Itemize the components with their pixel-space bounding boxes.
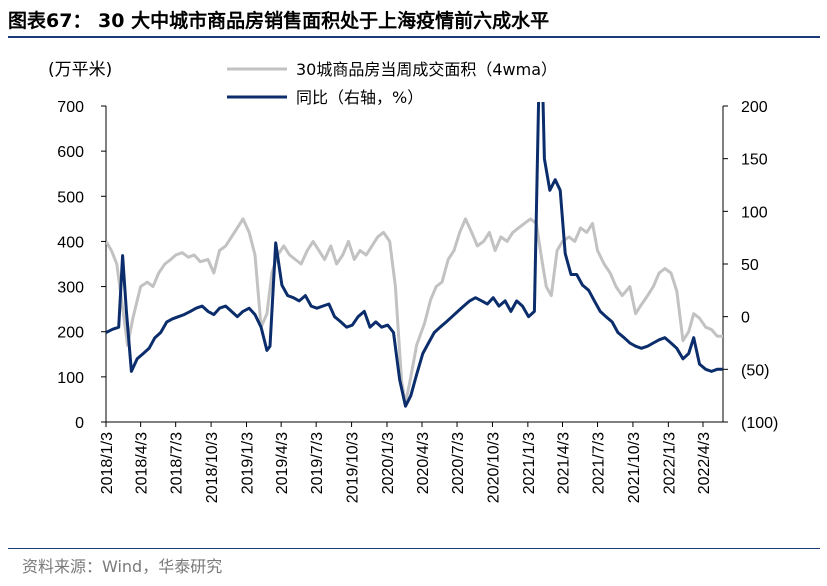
- chart-header: 图表67： 30 大中城市商品房销售面积处于上海疫情前六成水平: [8, 6, 820, 36]
- x-tick-label: 2018/10/3: [204, 432, 221, 503]
- y-right-tick-label: (50): [741, 362, 769, 379]
- footer-divider: [8, 548, 820, 549]
- x-tick-label: 2021/10/3: [626, 432, 643, 503]
- x-tick-label: 2019/4/3: [274, 432, 291, 494]
- x-tick-label: 2021/1/3: [521, 432, 538, 494]
- chart-title: 图表67： 30 大中城市商品房销售面积处于上海疫情前六成水平: [8, 10, 550, 32]
- legend: 30城商品房当周成交面积（4wma） 同比（右轴，%）: [227, 60, 557, 107]
- y-left-tick-label: 400: [57, 234, 84, 251]
- x-tick-label: 2021/4/3: [555, 432, 572, 494]
- x-tick-label: 2022/1/3: [661, 432, 678, 494]
- legend-label-series-left: 30城商品房当周成交面积（4wma）: [296, 60, 557, 79]
- y-right-tick-label: 100: [741, 204, 768, 221]
- y-left-tick-label: 100: [57, 370, 84, 387]
- y-right-tick-label: (100): [741, 415, 778, 432]
- x-tick-label: 2020/4/3: [415, 432, 432, 494]
- y-right-tick-label: 200: [741, 99, 768, 116]
- x-tick-label: 2018/1/3: [99, 432, 116, 494]
- x-tick-label: 2020/10/3: [485, 432, 502, 503]
- left-axis-unit-label: (万平米): [48, 60, 112, 80]
- y-left-tick-label: 700: [57, 99, 84, 116]
- x-tick-label: 2020/1/3: [380, 432, 397, 494]
- series-line-yoy-right-axis: [106, 102, 723, 408]
- x-tick-label: 2018/4/3: [134, 432, 151, 494]
- x-tick-label: 2022/4/3: [696, 432, 713, 494]
- chart-svg: 0 100 200 300 400 500 600 700 (100) (50) 0 50 100 150…: [48, 60, 778, 503]
- title-divider: [8, 36, 820, 38]
- x-tick-label: 2018/7/3: [169, 432, 186, 494]
- y-left-tick-label: 600: [57, 144, 84, 161]
- x-tick-label: 2019/10/3: [345, 432, 362, 503]
- x-tick-label: 2020/7/3: [450, 432, 467, 494]
- y-left-tick-label: 300: [57, 280, 84, 297]
- y-right-tick-label: 0: [741, 310, 750, 327]
- y-left-tick-label: 200: [57, 325, 84, 342]
- y-left-tick-label: 500: [57, 189, 84, 206]
- x-tick-label: 2019/7/3: [309, 432, 326, 494]
- y-right-tick-label: 150: [741, 152, 768, 169]
- axes-layer: 0 100 200 300 400 500 600 700 (100) (50) 0 50 100 150…: [57, 99, 778, 503]
- series-layer: [106, 102, 723, 408]
- legend-label-series-right: 同比（右轴，%）: [296, 88, 423, 107]
- y-left-tick-label: 0: [75, 415, 84, 432]
- x-tick-label: 2021/7/3: [591, 432, 608, 494]
- source-note: 资料来源：Wind，华泰研究: [22, 557, 223, 576]
- y-right-tick-label: 50: [741, 257, 759, 274]
- x-tick-label: 2019/1/3: [239, 432, 256, 494]
- series-line-weekly-area-4wma: [106, 217, 723, 406]
